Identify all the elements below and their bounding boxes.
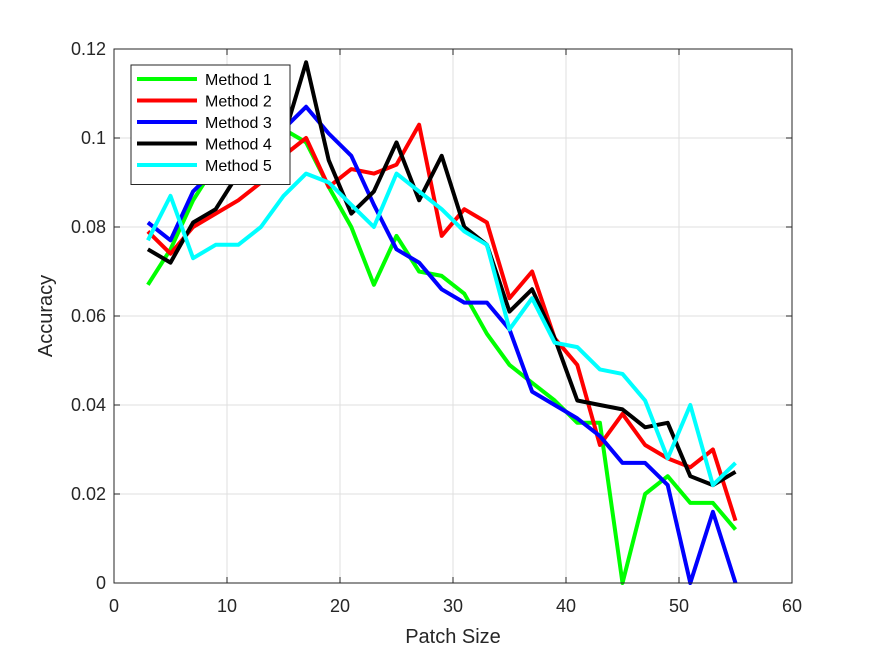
y-tick-label: 0.04 — [71, 395, 106, 415]
x-tick-label: 0 — [109, 596, 119, 616]
y-tick-label: 0.08 — [71, 217, 106, 237]
y-tick-label: 0.02 — [71, 484, 106, 504]
x-tick-label: 60 — [782, 596, 802, 616]
legend-entry: Method 1 — [205, 72, 272, 89]
tick-marks — [113, 48, 793, 584]
legend-entry: Method 4 — [205, 137, 272, 154]
x-tick-label: 50 — [669, 596, 689, 616]
x-tick-labels: 0 10 20 30 40 50 60 — [109, 596, 802, 616]
series-line-method-5 — [146, 171, 737, 488]
x-tick-label: 40 — [556, 596, 576, 616]
legend-entry: Method 3 — [205, 115, 272, 132]
y-tick-label: 0.12 — [71, 39, 106, 59]
y-tick-labels: 0 0.02 0.04 0.06 0.08 0.1 0.12 — [71, 39, 106, 593]
y-tick-label: 0.06 — [71, 306, 106, 326]
legend-entry: Method 5 — [205, 158, 272, 175]
x-tick-label: 10 — [217, 596, 237, 616]
x-tick-label: 30 — [443, 596, 463, 616]
series-line-method-2 — [146, 122, 738, 522]
y-tick-label: 0.1 — [81, 128, 106, 148]
y-axis-label: Accuracy — [35, 275, 57, 357]
legend-entry: Method 2 — [205, 94, 272, 111]
y-tick-label: 0 — [96, 573, 106, 593]
x-tick-label: 20 — [330, 596, 350, 616]
legend: Method 1 Method 2 Method 3 Method 4 Method 5 — [130, 64, 291, 185]
x-axis-label: Patch Size — [405, 626, 501, 648]
